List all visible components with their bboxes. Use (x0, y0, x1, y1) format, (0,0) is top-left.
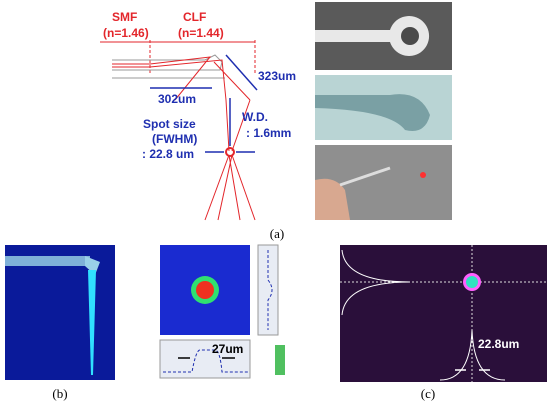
width-label: 27um (212, 342, 243, 356)
panel-label: (a) (270, 226, 284, 241)
panel-label: (c) (421, 386, 435, 401)
panel-label: (b) (52, 386, 67, 401)
spot-label: : 22.8 um (142, 147, 194, 161)
photo-top (315, 2, 452, 70)
fiber-diagram (100, 40, 258, 221)
measured-beam (340, 245, 547, 382)
simulation-profile (159, 244, 285, 379)
smf-label: SMF (112, 10, 137, 24)
wd-label: W.D. (242, 110, 268, 124)
spot-label: Spot size (143, 117, 196, 131)
photo-middle (315, 75, 452, 140)
photo-bottom (315, 145, 452, 220)
length-label: 302um (158, 92, 196, 106)
width-label: 22.8um (478, 337, 519, 351)
clf-label: CLF (183, 10, 206, 24)
smf-index: (n=1.46) (103, 26, 149, 40)
length-label: 323um (258, 69, 296, 83)
wd-label: : 1.6mm (246, 126, 291, 140)
clf-index: (n=1.44) (178, 26, 224, 40)
simulation-b (5, 245, 115, 380)
spot-label: (FWHM) (152, 132, 197, 146)
